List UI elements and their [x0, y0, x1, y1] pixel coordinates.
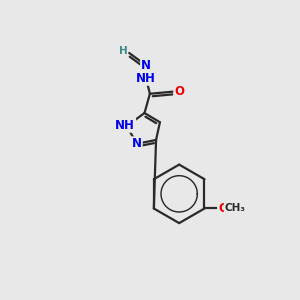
- Text: NH: NH: [115, 119, 135, 132]
- Text: N: N: [132, 137, 142, 150]
- Text: CH₃: CH₃: [225, 203, 246, 214]
- Text: O: O: [218, 202, 228, 215]
- Text: O: O: [174, 85, 184, 98]
- Text: H: H: [118, 46, 127, 56]
- Text: NH: NH: [136, 72, 156, 85]
- Text: N: N: [141, 59, 151, 72]
